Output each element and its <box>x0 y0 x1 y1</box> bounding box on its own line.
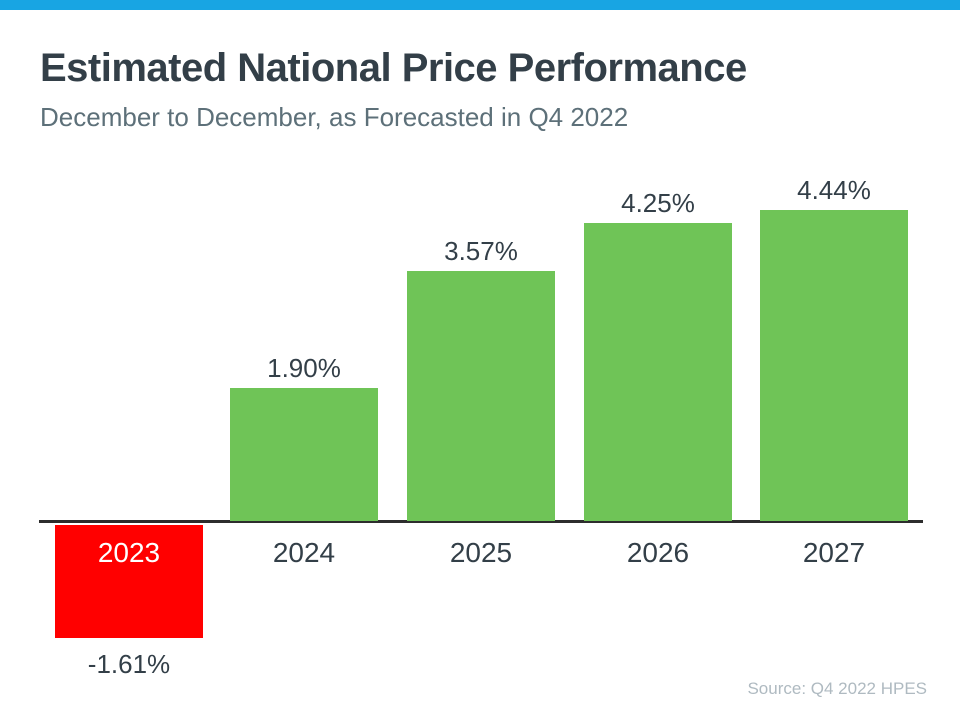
category-label-2026: 2026 <box>626 537 690 568</box>
bar-2025 <box>407 271 555 521</box>
top-accent-bar <box>0 0 960 10</box>
x-axis-line <box>39 520 923 523</box>
value-label-2023: -1.61% <box>87 649 171 679</box>
source-credit: Source: Q4 2022 HPES <box>747 679 927 698</box>
value-label-2024: 1.90% <box>267 353 341 383</box>
bar-2023 <box>55 525 203 638</box>
category-label-2023: 2023 <box>97 537 161 568</box>
page-subtitle: December to December, as Forecasted in Q… <box>40 102 629 132</box>
category-label-2027: 2027 <box>802 537 866 568</box>
bar-2024 <box>230 388 378 521</box>
page-title: Estimated National Price Performance <box>40 46 747 90</box>
bar-2026 <box>584 223 732 521</box>
bar-2027 <box>760 210 908 521</box>
category-label-2025: 2025 <box>449 537 513 568</box>
value-label-2025: 3.57% <box>444 236 518 266</box>
value-label-2027: 4.44% <box>797 175 871 205</box>
category-label-2024: 2024 <box>272 537 336 568</box>
value-label-2026: 4.25% <box>621 188 695 218</box>
